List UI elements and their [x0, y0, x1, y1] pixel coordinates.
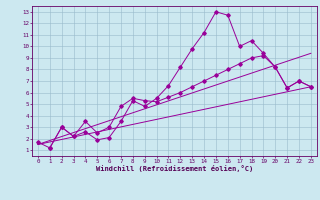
X-axis label: Windchill (Refroidissement éolien,°C): Windchill (Refroidissement éolien,°C) [96, 165, 253, 172]
